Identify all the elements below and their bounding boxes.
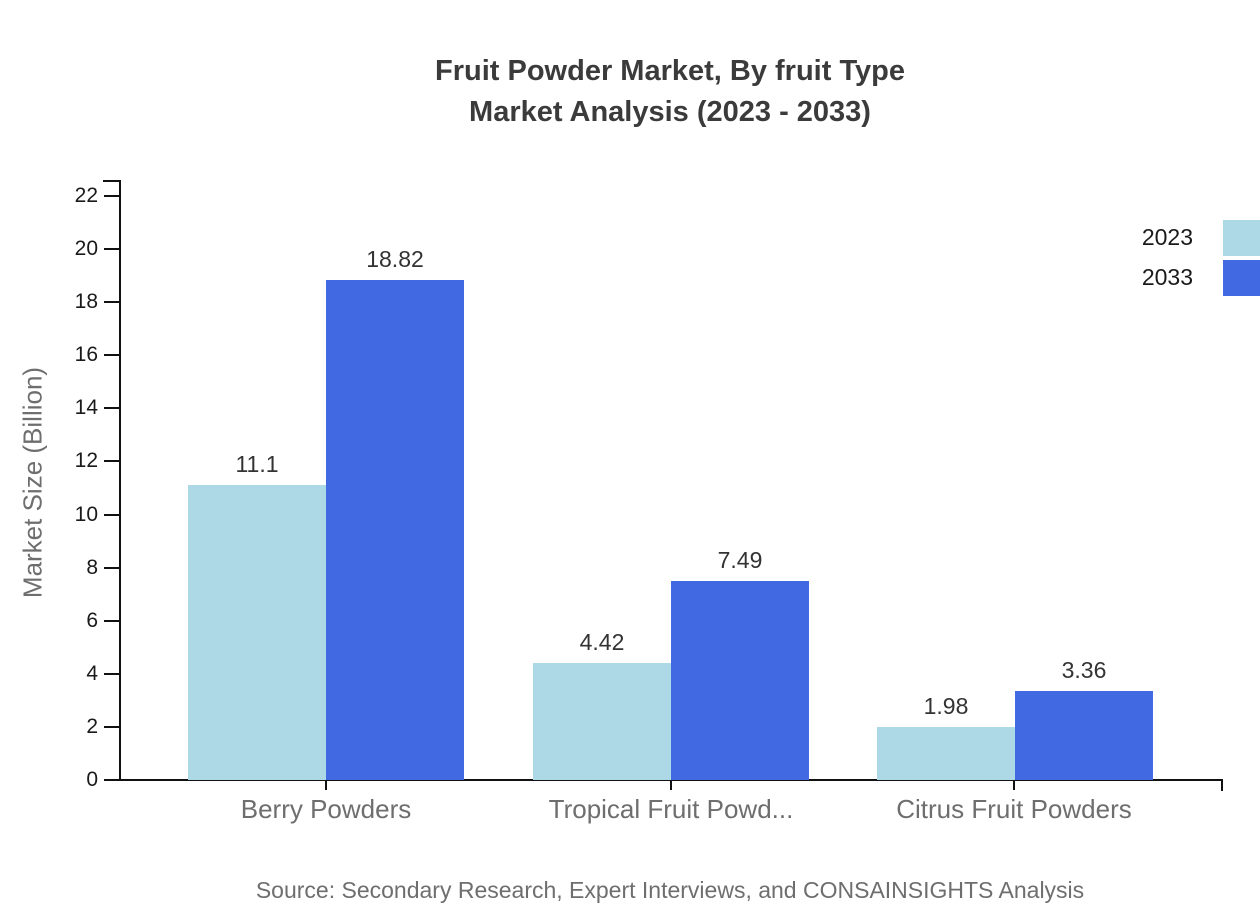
chart-title-line1: Fruit Powder Market, By fruit Type [435,55,905,87]
chart-title-line2: Market Analysis (2023 - 2033) [469,96,871,128]
y-tick-mark [104,619,120,622]
y-axis-top-cap [103,180,120,182]
x-tick-mark [670,781,672,790]
y-tick-mark [104,460,120,463]
x-category-label: Tropical Fruit Powd... [548,794,794,824]
x-category-label: Berry Powders [240,794,412,824]
y-tick-label: 18 [74,290,98,314]
bar-2033-3 [1015,690,1153,780]
bar-2033-1 [326,280,464,780]
bar-2023-1 [188,485,326,780]
y-tick-mark [104,779,120,781]
y-tick-label: 6 [86,608,98,632]
x-axis-end-cap [1221,781,1223,791]
bar-value-label: 3.36 [1061,656,1107,683]
y-tick-mark [104,513,120,516]
bar-value-label: 11.1 [235,451,279,478]
y-tick-mark [104,407,120,410]
y-tick-label: 8 [86,555,98,579]
bar-value-label: 1.98 [923,693,969,720]
bar-value-label: 7.49 [717,547,763,574]
y-tick-label: 12 [74,449,98,473]
y-tick-mark [104,566,120,569]
y-tick-label: 10 [74,502,98,526]
y-axis-line [119,180,121,781]
legend-swatch-2033 [1223,260,1260,296]
y-tick-label: 22 [74,184,98,207]
y-tick-mark [104,725,120,728]
bar-value-label: 18.82 [366,246,424,273]
y-tick-label: 14 [74,396,98,420]
chart-title: Fruit Powder Market, By fruit Type Marke… [80,51,1260,133]
x-axis-line [119,779,1223,781]
bar-value-label: 4.42 [579,628,625,655]
legend-label-2033: 2033 [1141,264,1193,290]
source-note: Source: Secondary Research, Expert Inter… [255,877,1085,903]
y-tick-label: 2 [86,714,98,738]
bar-2023-3 [877,727,1015,780]
x-tick-mark [325,781,327,790]
x-tick-mark [1013,781,1015,790]
y-tick-mark [104,301,120,304]
y-tick-label: 0 [86,768,98,791]
y-tick-mark [104,248,120,251]
y-tick-label: 16 [74,343,98,367]
y-tick-label: 20 [74,237,98,261]
legend-swatch-2023 [1223,220,1260,256]
y-tick-mark [104,354,120,357]
bar-2023-2 [533,662,671,780]
bar-2033-2 [671,581,809,780]
y-tick-mark [104,672,120,675]
y-tick-mark [104,195,120,197]
legend-label-2023: 2023 [1141,224,1193,250]
y-tick-label: 4 [86,661,98,685]
x-category-label: Citrus Fruit Powders [896,794,1132,824]
